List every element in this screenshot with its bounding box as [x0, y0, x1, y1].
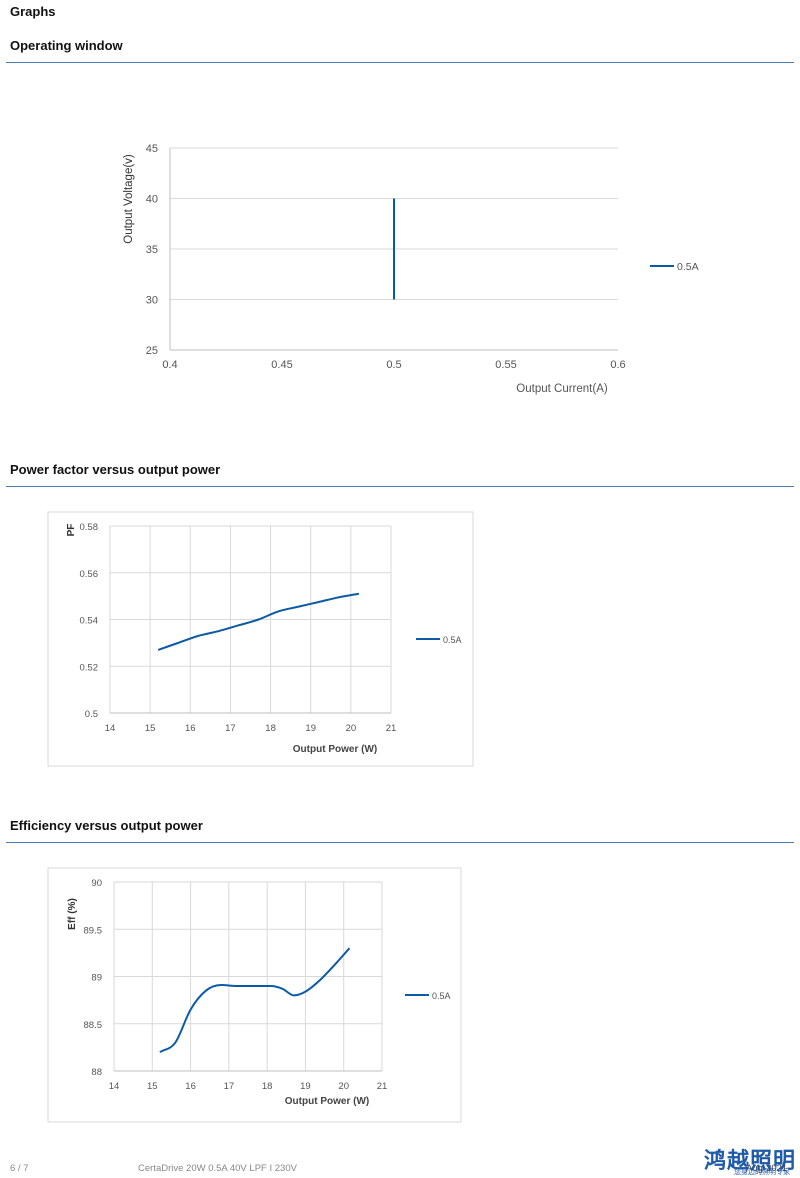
y-tick-label: 0.5 — [85, 709, 98, 720]
y-axis-title: Output Voltage(v) — [123, 154, 135, 244]
brand-logo-tagline: 您身边的照明专家 — [734, 1169, 790, 1176]
y-tick-label: 89.5 — [84, 925, 103, 936]
y-tick-label: 0.52 — [80, 662, 99, 673]
x-tick-label: 16 — [185, 723, 196, 734]
section-divider — [6, 842, 794, 843]
y-tick-label: 90 — [91, 878, 102, 889]
y-tick-label: 35 — [146, 244, 158, 256]
y-tick-label: 25 — [146, 345, 158, 357]
y-tick-label: 88.5 — [84, 1020, 103, 1031]
x-tick-label: 17 — [224, 1081, 235, 1092]
chart-frame — [47, 511, 474, 767]
y-tick-label: 30 — [146, 295, 158, 307]
y-axis-title: PF — [66, 524, 77, 537]
legend-label: 0.5A — [677, 261, 699, 273]
y-axis-title: Eff (%) — [67, 898, 78, 930]
y-tick-label: 0.54 — [80, 616, 99, 627]
x-tick-label: 16 — [185, 1081, 196, 1092]
x-tick-label: 0.4 — [162, 359, 177, 371]
x-axis-title: Output Current(A) — [516, 383, 608, 395]
x-tick-label: 14 — [109, 1081, 120, 1092]
section-title-power-factor: Power factor versus output power — [10, 462, 221, 477]
x-tick-label: 0.5 — [386, 359, 401, 371]
series-line — [159, 947, 351, 1053]
page-heading: Graphs — [10, 4, 56, 19]
page-number: 6 / 7 — [10, 1163, 29, 1174]
x-tick-label: 18 — [265, 723, 276, 734]
x-tick-label: 19 — [305, 723, 316, 734]
x-tick-label: 14 — [105, 723, 116, 734]
brand-logo-text: 鸿越照明 — [704, 1148, 797, 1173]
x-tick-label: 0.6 — [610, 359, 625, 371]
x-tick-label: 0.55 — [495, 359, 516, 371]
brand-logo: 鸿越照明 您身边的照明专家 — [700, 1143, 796, 1177]
y-tick-label: 89 — [91, 973, 102, 984]
y-tick-label: 88 — [91, 1067, 102, 1078]
series-line — [157, 592, 360, 651]
x-tick-label: 20 — [346, 723, 357, 734]
section-divider — [6, 62, 794, 63]
legend-label: 0.5A — [432, 991, 451, 1001]
x-tick-label: 21 — [386, 723, 397, 734]
x-tick-label: 0.45 — [271, 359, 292, 371]
y-tick-label: 45 — [146, 143, 158, 155]
section-title-efficiency: Efficiency versus output power — [10, 818, 203, 833]
x-tick-label: 19 — [300, 1081, 311, 1092]
x-axis-title: Output Power (W) — [293, 744, 377, 755]
y-tick-label: 0.56 — [80, 569, 99, 580]
y-tick-label: 40 — [146, 194, 158, 206]
section-title-operating-window: Operating window — [10, 38, 123, 53]
chart-frame — [47, 867, 462, 1123]
x-tick-label: 15 — [147, 1081, 158, 1092]
x-tick-label: 20 — [338, 1081, 349, 1092]
section-divider — [6, 486, 794, 487]
x-tick-label: 17 — [225, 723, 236, 734]
x-tick-label: 21 — [377, 1081, 388, 1092]
y-tick-label: 0.58 — [80, 522, 99, 533]
document-date: Aug-2021 — [746, 1163, 788, 1174]
x-tick-label: 15 — [145, 723, 156, 734]
product-name: CertaDrive 20W 0.5A 40V LPF I 230V — [138, 1163, 297, 1174]
legend-label: 0.5A — [443, 635, 462, 645]
x-tick-label: 18 — [262, 1081, 273, 1092]
x-axis-title: Output Power (W) — [285, 1096, 369, 1107]
